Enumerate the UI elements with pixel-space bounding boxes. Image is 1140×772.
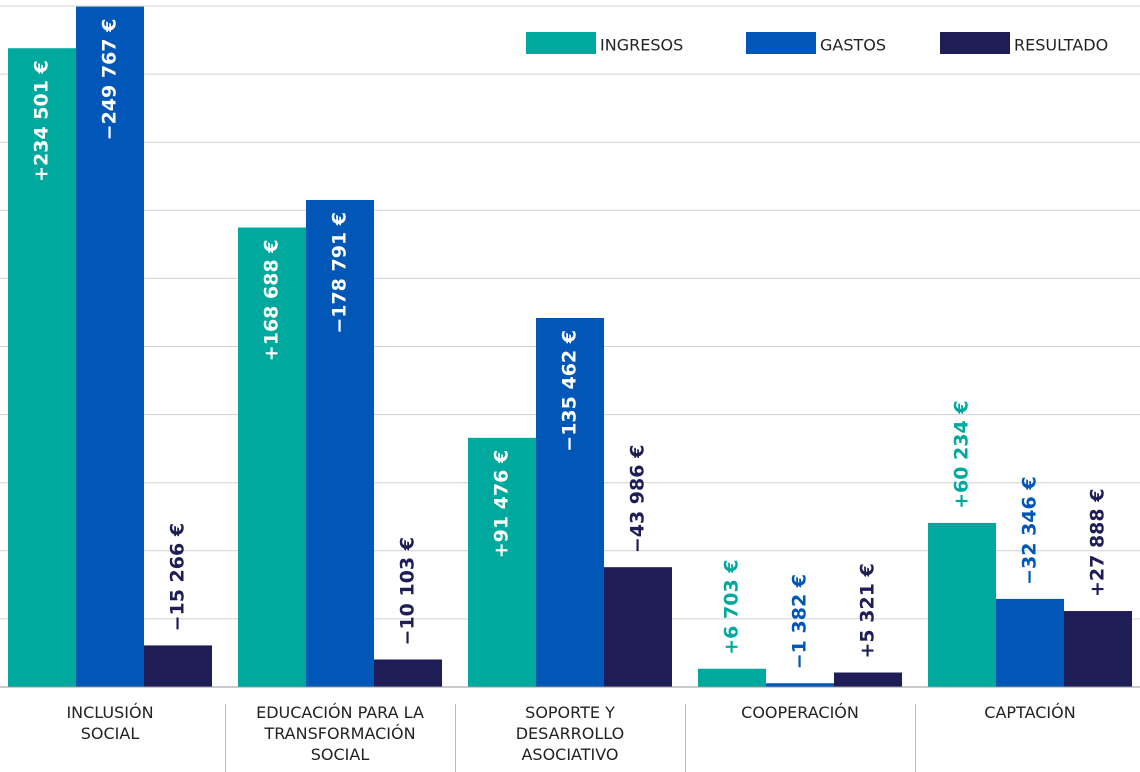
value-label: −15 266 € xyxy=(167,523,189,631)
bar xyxy=(144,645,212,687)
legend-swatch xyxy=(746,32,816,54)
x-tick-label: CAPTACIÓN xyxy=(984,703,1076,722)
value-label: +168 688 € xyxy=(261,239,283,361)
value-label: −32 346 € xyxy=(1019,476,1041,584)
bar xyxy=(766,683,834,687)
bar xyxy=(374,659,442,687)
category-separator xyxy=(685,704,686,772)
value-label: −249 767 € xyxy=(99,19,121,141)
value-label: +234 501 € xyxy=(31,60,53,182)
value-label: −1 382 € xyxy=(789,574,811,669)
legend-label: INGRESOS xyxy=(600,36,683,55)
bar xyxy=(536,318,604,687)
bar xyxy=(928,522,996,687)
legend-swatch xyxy=(940,32,1010,54)
value-label: −43 986 € xyxy=(627,445,649,553)
bar xyxy=(76,6,144,687)
value-label: +5 321 € xyxy=(857,563,879,658)
bar xyxy=(306,199,374,687)
bar xyxy=(604,567,672,687)
bar xyxy=(996,598,1064,687)
legend-label: GASTOS xyxy=(820,36,886,55)
chart: +234 501 € −249 767 € −15 266 € +168 688 € −… xyxy=(0,5,1140,688)
legend-swatch xyxy=(526,32,596,54)
category-separator xyxy=(225,704,226,772)
bar xyxy=(1064,611,1132,687)
legend-label: RESULTADO xyxy=(1014,36,1108,55)
x-tick-label: COOPERACIÓN xyxy=(741,703,859,722)
bar xyxy=(834,672,902,687)
category-separator xyxy=(915,704,916,772)
x-tick-label: EDUCACIÓN PARA LA TRANSFORMACIÓN SOCIAL xyxy=(256,703,424,764)
value-label: −10 103 € xyxy=(397,537,419,645)
category-separator xyxy=(455,704,456,772)
value-label: +91 476 € xyxy=(491,450,513,558)
value-label: +27 888 € xyxy=(1087,489,1109,597)
x-tick-label: SOPORTE Y DESARROLLO ASOCIATIVO xyxy=(515,703,625,764)
x-tick-label: INCLUSIÓN SOCIAL xyxy=(66,703,154,743)
bar xyxy=(8,48,76,687)
bar xyxy=(698,668,766,687)
value-label: −135 462 € xyxy=(559,330,581,452)
bar xyxy=(468,437,536,687)
value-label: +60 234 € xyxy=(951,400,973,508)
bar xyxy=(238,227,306,687)
value-label: +6 703 € xyxy=(721,559,743,654)
value-label: −178 791 € xyxy=(329,212,351,334)
